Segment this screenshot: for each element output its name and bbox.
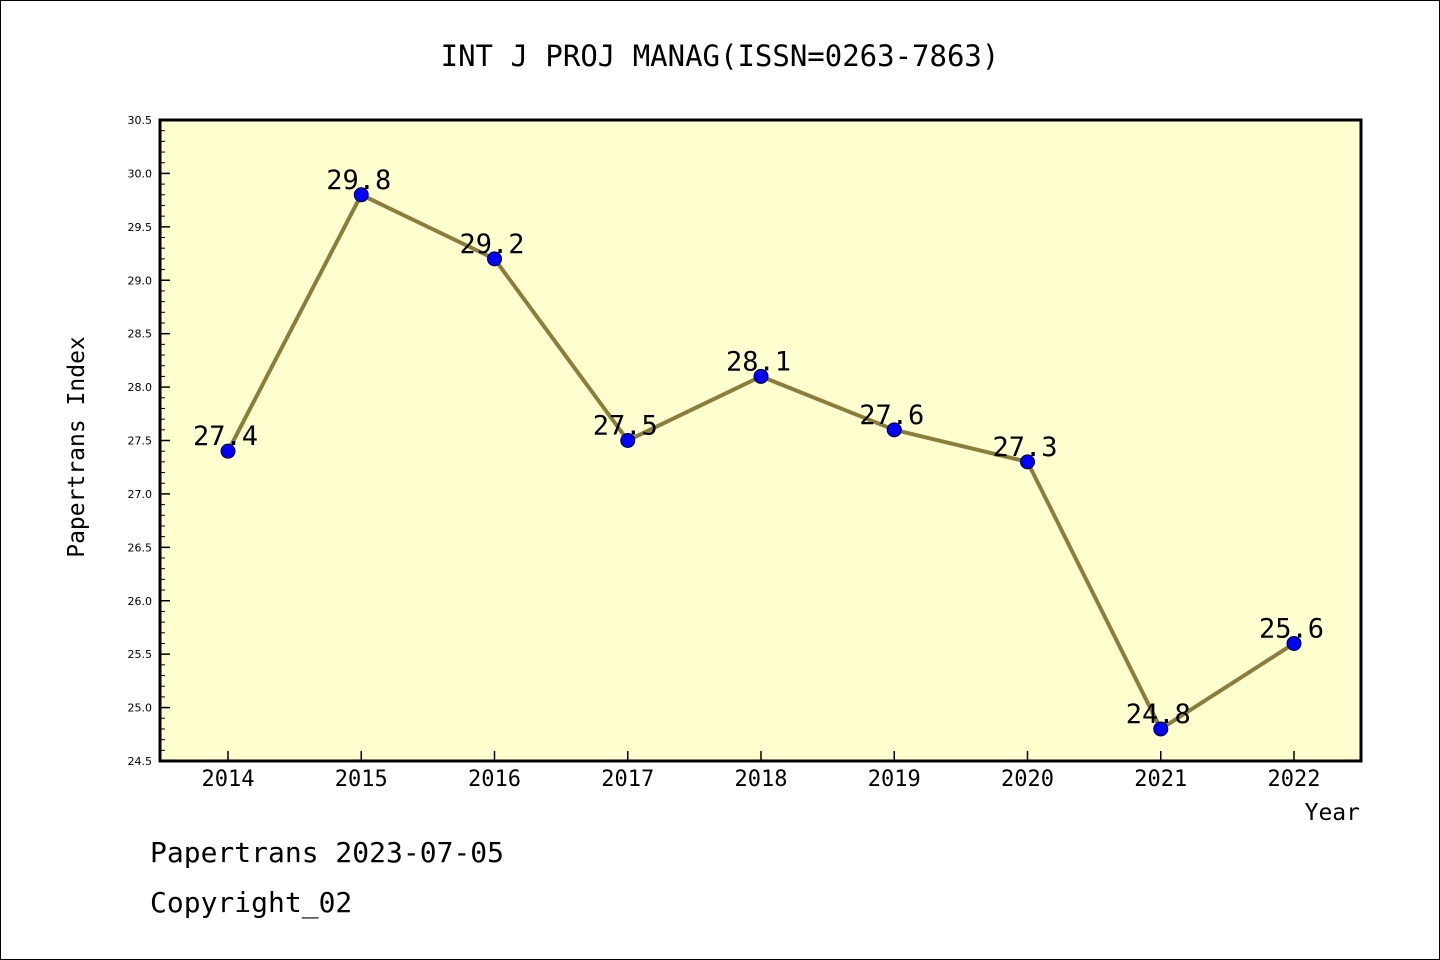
series-main: [220, 187, 1302, 737]
y-tick-label: 26.5: [128, 541, 153, 554]
data-point: [1153, 721, 1169, 737]
data-point: [1286, 635, 1302, 651]
plot-area: [160, 120, 1361, 761]
data-label: 27.3: [992, 432, 1057, 463]
y-tick-label: 29.0: [128, 274, 153, 287]
y-tick-label: 28.0: [128, 381, 153, 394]
footer-copyright: Copyright_02: [150, 886, 353, 919]
data-label: 27.5: [593, 411, 658, 442]
x-tick-label: 2016: [468, 767, 521, 792]
y-tick-label: 28.5: [128, 328, 153, 341]
x-tick-label: 2017: [601, 767, 654, 792]
y-axis-label: Papertrans Index: [64, 336, 90, 558]
data-label: 27.4: [193, 421, 258, 452]
data-label: 24.8: [1126, 699, 1191, 730]
x-tick-label: 2020: [1001, 767, 1054, 792]
data-point: [886, 422, 902, 438]
x-tick-label: 2022: [1268, 767, 1321, 792]
data-point: [1020, 454, 1035, 470]
x-tick-label: 2015: [335, 767, 388, 792]
y-tick-label: 26.0: [128, 595, 153, 608]
footer-date: Papertrans 2023-07-05: [150, 836, 505, 869]
data-label: 27.6: [859, 400, 924, 431]
y-tick-label: 25.0: [128, 702, 153, 715]
y-tick-label: 30.0: [128, 167, 153, 180]
x-axis-ticks: 2014 2015 2016 2017 2018 2019 2020 2021 2022: [202, 751, 1321, 792]
data-label: 29.2: [459, 229, 524, 260]
data-label: 28.1: [726, 346, 791, 377]
x-axis-label: Year: [1305, 800, 1360, 826]
data-labels: 27.4 29.8 29.2 27.5 28.1 27.6 27.3 24.8 25.6: [193, 165, 1324, 730]
y-tick-label: 29.5: [128, 221, 153, 234]
data-point: [620, 433, 636, 448]
plot-border: [158, 118, 1363, 763]
data-point: [487, 251, 502, 267]
x-tick-label: 2019: [868, 767, 921, 792]
x-tick-label: 2021: [1134, 767, 1187, 792]
data-point: [753, 368, 769, 384]
data-point: [353, 187, 369, 203]
data-point: [220, 443, 236, 459]
y-tick-label: 25.5: [128, 648, 153, 661]
y-tick-label: 24.5: [128, 755, 153, 768]
y-tick-label: 27.0: [128, 488, 153, 501]
x-tick-label: 2018: [735, 767, 788, 792]
data-label: 25.6: [1259, 613, 1324, 644]
chart-title: INT J PROJ MANAG(ISSN=0263-7863): [441, 39, 1000, 73]
y-tick-label: 30.5: [128, 114, 153, 127]
y-tick-label: 27.5: [128, 435, 153, 448]
x-tick-label: 2014: [202, 767, 255, 792]
y-axis-ticks: 24.5 25.0 25.5 26.0 26.5 27.0 27.5 28.0 28.5 29.0…: [128, 114, 170, 768]
data-label: 29.8: [326, 165, 391, 196]
